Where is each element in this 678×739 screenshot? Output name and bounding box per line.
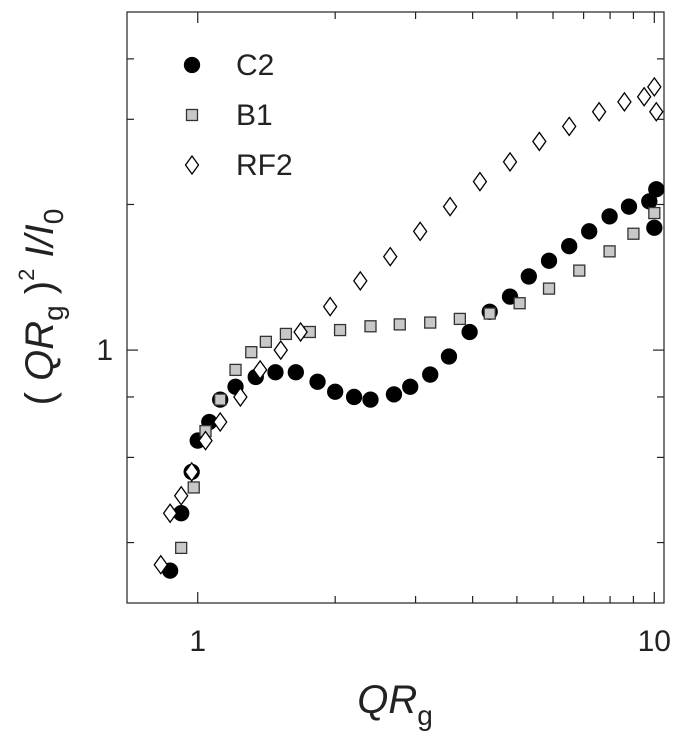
point xyxy=(333,323,347,337)
point xyxy=(513,297,526,310)
y-label-part: ( xyxy=(18,381,62,405)
point xyxy=(601,208,618,225)
y-label-part: g xyxy=(38,305,69,321)
y-tick-label: 1 xyxy=(96,334,113,367)
point xyxy=(198,430,213,451)
x-label-part: g xyxy=(417,700,433,731)
point xyxy=(422,366,439,383)
point xyxy=(520,268,537,285)
point xyxy=(245,346,258,359)
point xyxy=(187,481,200,494)
point xyxy=(352,270,368,292)
point xyxy=(309,373,326,390)
point xyxy=(532,131,547,152)
point xyxy=(393,318,406,331)
point xyxy=(648,101,664,122)
legend-label: B1 xyxy=(236,99,273,132)
point xyxy=(322,296,338,317)
legend-marker xyxy=(184,154,200,176)
point xyxy=(385,386,403,403)
point xyxy=(364,320,377,333)
point xyxy=(620,198,638,215)
point xyxy=(279,327,293,341)
point xyxy=(273,339,289,361)
point xyxy=(214,393,227,406)
x-tick-label: 10 xyxy=(638,625,671,658)
point xyxy=(472,171,488,192)
point xyxy=(483,307,496,320)
x-label-part: QR xyxy=(357,678,417,722)
point xyxy=(402,378,419,395)
point xyxy=(259,335,273,348)
point xyxy=(648,206,661,220)
y-label-part: 2 xyxy=(14,269,39,281)
point xyxy=(212,411,228,433)
point xyxy=(561,238,578,255)
point xyxy=(267,364,284,381)
point xyxy=(229,363,242,377)
point xyxy=(581,223,598,240)
point xyxy=(233,386,248,408)
legend-label: C2 xyxy=(236,49,274,82)
point xyxy=(382,246,398,267)
point xyxy=(252,359,268,381)
point xyxy=(627,227,640,240)
point xyxy=(287,364,304,381)
point xyxy=(345,388,363,406)
legend-marker xyxy=(185,108,199,122)
point xyxy=(561,116,577,137)
point xyxy=(502,151,518,172)
point xyxy=(327,383,344,400)
legend-label: RF2 xyxy=(236,149,293,182)
point xyxy=(648,181,665,198)
point xyxy=(542,282,556,295)
point xyxy=(293,321,308,343)
point xyxy=(162,503,178,524)
point xyxy=(646,219,663,236)
point xyxy=(617,91,632,112)
point xyxy=(412,221,428,242)
point xyxy=(175,541,188,555)
legend-marker xyxy=(183,56,201,74)
point xyxy=(540,252,558,269)
x-tick-label: 1 xyxy=(189,625,206,658)
point xyxy=(424,316,437,329)
point xyxy=(591,101,607,122)
y-label-part: ) xyxy=(18,281,62,305)
point xyxy=(647,76,662,98)
x-axis-label: QRg xyxy=(357,678,433,732)
y-label-part: I/I xyxy=(18,224,62,268)
point xyxy=(461,323,478,341)
point xyxy=(442,196,458,217)
y-axis-label: ( QRg )2 I/I0 xyxy=(14,209,70,406)
y-label-part: 0 xyxy=(38,209,69,225)
point xyxy=(636,86,652,107)
point xyxy=(362,391,379,408)
point xyxy=(440,348,458,365)
point xyxy=(573,264,586,277)
point xyxy=(173,485,189,506)
y-label-part: QR xyxy=(18,321,62,381)
plot-frame xyxy=(126,11,665,604)
point xyxy=(184,461,199,482)
point xyxy=(603,245,616,258)
point xyxy=(453,312,466,326)
point xyxy=(153,554,169,575)
